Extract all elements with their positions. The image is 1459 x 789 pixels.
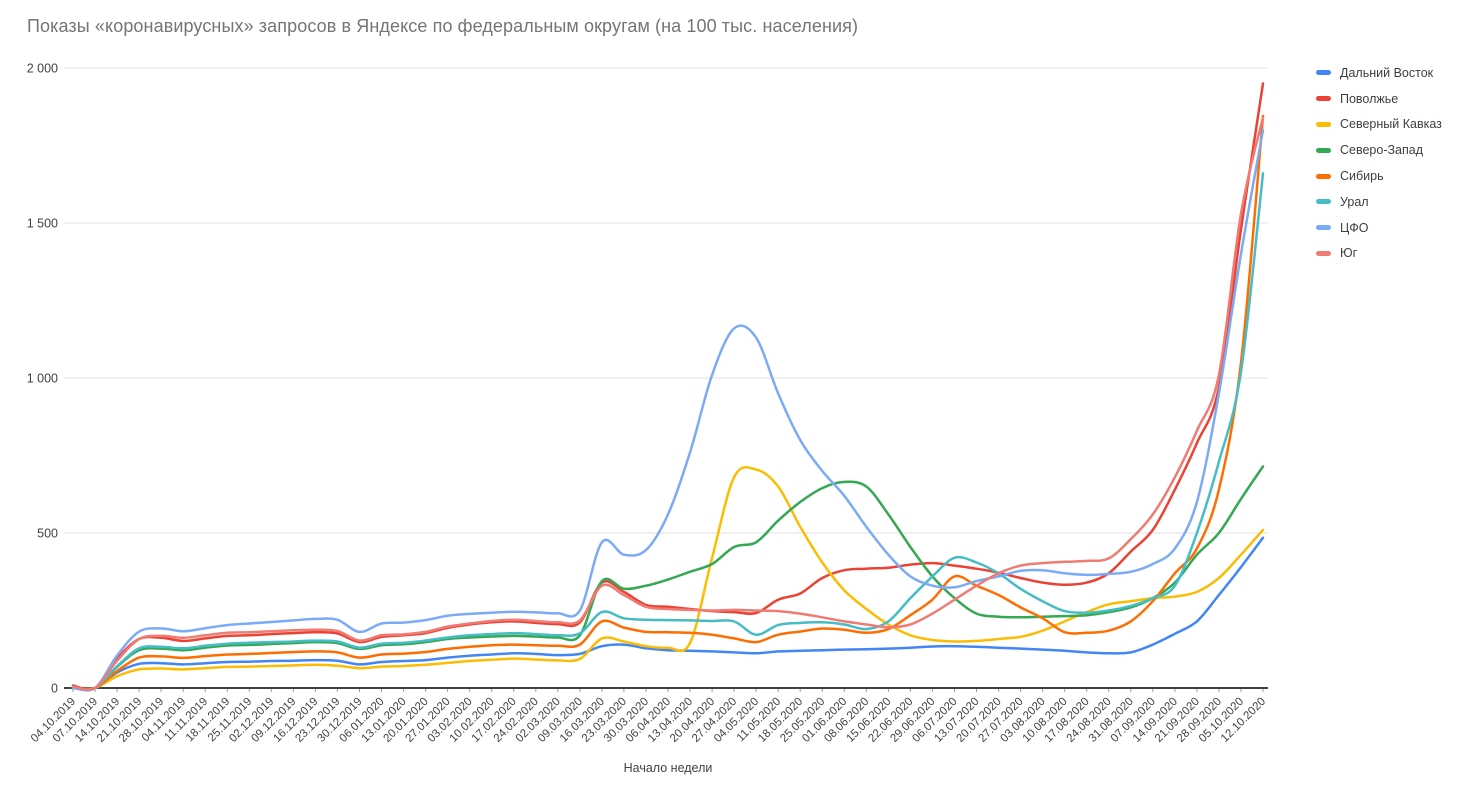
series-line-3[interactable] [71,465,1265,691]
legend-item-3[interactable]: Северо-Запад [1316,137,1459,163]
legend-label: Юг [1340,246,1358,261]
legend-swatch-icon [1316,96,1331,102]
y-axis-tick-label: 500 [37,527,58,541]
legend-swatch-icon [1316,225,1331,231]
series-line-4[interactable] [71,114,1265,691]
legend-label: Урал [1340,194,1369,209]
legend-label: Поволжье [1340,91,1399,106]
y-axis-tick-label: 0 [51,682,58,696]
legend-swatch-icon [1316,147,1331,153]
legend-item-7[interactable]: Юг [1316,241,1459,267]
legend-label: Сибирь [1340,169,1384,184]
series-line-6[interactable] [71,128,1265,692]
y-axis-tick-label: 1 500 [27,217,58,231]
y-axis-tick-label: 1 000 [27,372,58,386]
legend-item-4[interactable]: Сибирь [1316,163,1459,189]
series-line-1[interactable] [71,82,1265,691]
series-line-7[interactable] [71,116,1265,691]
series-line-0[interactable] [71,536,1265,691]
series-line-2[interactable] [71,465,1265,691]
legend-swatch-icon [1316,250,1331,256]
legend-swatch-icon [1316,199,1331,205]
legend-item-5[interactable]: Урал [1316,189,1459,215]
legend-swatch-icon [1316,70,1331,76]
legend-item-0[interactable]: Дальний Восток [1316,60,1459,86]
legend-swatch-icon [1316,173,1331,179]
x-axis-title: Начало недели [623,761,713,775]
legend-item-6[interactable]: ЦФО [1316,215,1459,241]
series-line-5[interactable] [71,172,1265,691]
y-axis-tick-label: 2 000 [27,62,58,76]
legend-label: Дальний Восток [1340,65,1434,80]
legend-label: Северный Кавказ [1340,117,1442,132]
legend-item-2[interactable]: Северный Кавказ [1316,112,1459,138]
legend-label: Северо-Запад [1340,143,1424,158]
chart-title: Показы «коронавирусных» запросов в Яндек… [27,16,859,36]
legend-item-1[interactable]: Поволжье [1316,86,1459,112]
legend-swatch-icon [1316,121,1331,127]
legend-label: ЦФО [1340,220,1369,235]
legend: Дальний Восток Поволжье Северный Кавказ Сев… [1316,60,1459,266]
